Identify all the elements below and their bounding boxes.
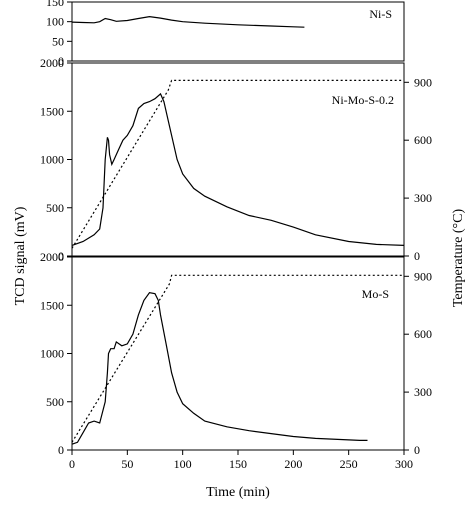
tcd-signal-line-ni-s xyxy=(71,15,305,28)
y2-tick-label: 900 xyxy=(414,269,432,283)
y-tick-label: 500 xyxy=(46,201,64,215)
y2-tick-label: 300 xyxy=(414,385,432,399)
temperature-line-mo-s xyxy=(71,274,404,443)
chart-marks: 0501001500500100015002000030060090005001… xyxy=(40,0,432,471)
y-tick-label: 2000 xyxy=(40,56,64,70)
x-axis-title: Time (min) xyxy=(206,485,270,500)
y-tick-label: 100 xyxy=(46,15,64,29)
x-tick-label: 250 xyxy=(340,457,358,471)
y2-tick-label: 900 xyxy=(414,75,432,89)
x-tick-label: 50 xyxy=(121,457,133,471)
y-tick-label: 150 xyxy=(46,0,64,9)
y-tick-label: 1000 xyxy=(40,347,64,361)
y2-tick-label: 0 xyxy=(414,443,420,457)
x-tick-label: 0 xyxy=(69,457,75,471)
y2-tick-label: 600 xyxy=(414,133,432,147)
y-axis-title: TCD signal (mV) xyxy=(13,206,28,305)
y-tick-label: 1500 xyxy=(40,298,64,312)
y2-tick-label: 600 xyxy=(414,327,432,341)
temperature-line-ni-mo-s xyxy=(71,79,404,249)
y-tick-label: 0 xyxy=(58,54,64,68)
panel-label-ni-mo-s: Ni-Mo-S-0.2 xyxy=(332,93,394,107)
y-tick-label: 0 xyxy=(58,443,64,457)
tcd-signal-line-ni-mo-s xyxy=(71,92,405,246)
y-tick-label: 500 xyxy=(46,395,64,409)
panel-frame-mo-s xyxy=(71,256,405,451)
y-tick-label: 2000 xyxy=(40,250,64,264)
y2-tick-label: 0 xyxy=(414,249,420,263)
panel-frame-ni-mo-s xyxy=(71,62,405,257)
y2-axis-title: Temperature (°C) xyxy=(451,209,466,308)
x-tick-label: 100 xyxy=(174,457,192,471)
x-tick-label: 200 xyxy=(284,457,302,471)
panel-label-ni-s: Ni-S xyxy=(369,7,392,21)
y2-tick-label: 300 xyxy=(414,191,432,205)
panel-label-mo-s: Mo-S xyxy=(362,287,389,301)
y-tick-label: 1000 xyxy=(40,153,64,167)
x-tick-label: 150 xyxy=(229,457,247,471)
tcd-signal-line-mo-s xyxy=(71,292,368,445)
y-tick-label: 0 xyxy=(58,249,64,263)
x-tick-label: 300 xyxy=(395,457,413,471)
y-tick-label: 50 xyxy=(52,34,64,48)
panel-frame-ni-s xyxy=(71,1,405,62)
y-tick-label: 1500 xyxy=(40,104,64,118)
